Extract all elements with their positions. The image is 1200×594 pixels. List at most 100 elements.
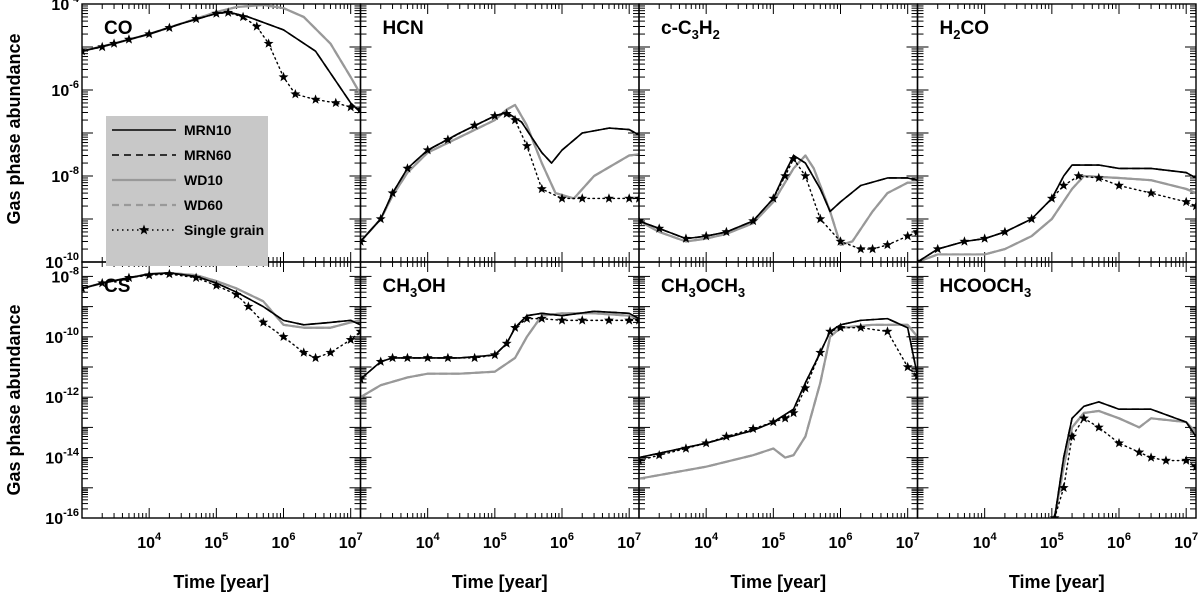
y-tick-label: 10-12 [45, 386, 79, 407]
single-grain-marker [238, 11, 249, 22]
single-grain-marker [701, 230, 712, 241]
single-grain-marker [211, 8, 222, 18]
panel-title: HCN [383, 18, 424, 39]
x-tick-label: 107 [1174, 531, 1198, 552]
single-grain-marker [768, 416, 779, 427]
x-ticks [360, 262, 630, 518]
panel-title: CS [104, 276, 130, 297]
series-single-grain [82, 273, 361, 359]
x-axis-label: Time [year] [452, 572, 548, 592]
single-grain-marker [422, 144, 433, 155]
series-wd60 [360, 312, 639, 399]
single-grain-marker [345, 101, 356, 112]
single-grain-marker [780, 413, 791, 423]
single-grain-marker [654, 223, 665, 233]
panel-hcooch3: HCOOCH3 104 105 106 107 Time [year] [916, 261, 1198, 592]
single-grain-marker [557, 193, 567, 203]
single-grain-marker [855, 322, 866, 332]
x-tick-label: 104 [973, 531, 998, 552]
single-grain-marker [902, 361, 913, 372]
panel-title: HCOOCH3 [940, 276, 1032, 300]
panel-title: CH3OH [383, 276, 446, 300]
single-grain-marker [536, 313, 547, 323]
x-tick-label: 105 [1040, 531, 1064, 552]
single-grain-marker [521, 140, 532, 151]
series-group [82, 268, 361, 363]
single-grain-marker [867, 243, 878, 254]
single-grain-marker [800, 382, 811, 393]
single-grain-marker [882, 239, 893, 250]
x-ticks [360, 4, 630, 262]
x-tick-label: 105 [483, 531, 507, 552]
single-grain-marker [604, 315, 614, 325]
panel-frame [638, 3, 919, 263]
single-grain-marker [310, 94, 321, 104]
single-grain-marker [800, 170, 811, 181]
single-grain-marker [835, 322, 846, 332]
y-ticks [639, 261, 918, 519]
single-grain-marker [815, 213, 826, 224]
single-grain-marker [97, 277, 108, 288]
single-grain-marker [360, 236, 366, 246]
panel-ch3och3: CH3OCH3 104 105 106 107 Time [year] [638, 261, 920, 592]
single-grain-marker [577, 315, 588, 325]
single-grain-marker [124, 34, 134, 44]
single-grain-marker [748, 423, 759, 433]
series-single-grain [82, 11, 361, 111]
single-grain-marker [788, 153, 799, 164]
series-group [360, 103, 639, 246]
single-grain-marker [402, 163, 413, 173]
single-grain-marker [639, 215, 644, 226]
y-tick-label: 10-8 [51, 165, 79, 186]
single-grain-marker [788, 407, 799, 418]
single-grain-marker [1093, 172, 1104, 183]
single-grain-marker [124, 272, 134, 282]
x-ticks [81, 262, 352, 518]
single-grain-marker [1161, 455, 1171, 465]
series-wd10 [639, 323, 918, 480]
series-mrn60 [639, 154, 918, 240]
x-tick-label: 107 [617, 531, 641, 552]
single-grain-marker [360, 373, 366, 384]
single-grain-marker [109, 38, 119, 48]
single-grain-marker [1046, 193, 1057, 203]
series-mrn60 [360, 310, 639, 380]
y-axis-label-top: Gas phase abundance [4, 33, 24, 224]
single-grain-marker [701, 437, 712, 448]
panel-title: H2CO [940, 18, 989, 42]
single-grain-marker [979, 233, 990, 243]
single-grain-marker [191, 13, 202, 24]
panel-hcn: HCN [359, 3, 640, 263]
single-grain-marker [912, 226, 918, 237]
single-grain-marker [258, 317, 269, 327]
x-tick-label: 104 [694, 531, 719, 552]
y-ticks [360, 3, 639, 263]
legend-box [106, 116, 268, 266]
series-wd60 [639, 323, 918, 480]
single-grain-marker [469, 352, 480, 363]
single-grain-marker [278, 71, 289, 82]
single-grain-marker [748, 215, 759, 226]
series-wd10 [360, 312, 639, 399]
series-wd60 [917, 174, 1196, 262]
single-grain-marker [325, 347, 336, 357]
single-grain-marker [310, 352, 321, 363]
panel-grid: CO10-410-610-810-10HCNc-C3H2H2COCS104105… [45, 0, 1198, 592]
series-single-grain [639, 158, 918, 250]
single-grain-marker [624, 193, 635, 203]
single-grain-marker [144, 28, 155, 39]
single-grain-marker [557, 315, 567, 325]
single-grain-marker [243, 301, 254, 311]
legend-label: WD10 [184, 172, 223, 188]
single-grain-marker [634, 193, 639, 203]
single-grain-marker [825, 326, 836, 336]
single-grain-marker [489, 349, 500, 360]
single-grain-marker [223, 7, 234, 17]
series-wd60 [1053, 409, 1196, 518]
single-grain-marker [1181, 455, 1192, 465]
single-grain-marker [932, 243, 943, 254]
y-tick-label: 10-8 [51, 265, 79, 286]
single-grain-marker [1134, 447, 1145, 457]
single-grain-marker [902, 230, 913, 241]
legend-label: MRN10 [184, 122, 232, 138]
